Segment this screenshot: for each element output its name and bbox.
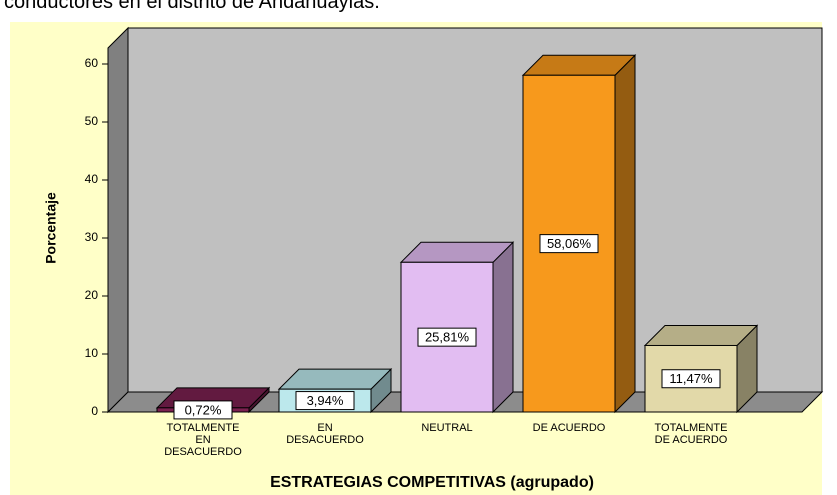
value-label-box <box>661 369 721 389</box>
bar-side <box>614 54 636 414</box>
x-tick-label: NEUTRAL <box>421 422 473 434</box>
bar-side <box>492 241 514 414</box>
value-label-box <box>417 327 477 347</box>
left-wall <box>107 26 129 414</box>
y-tick-label: 0 <box>91 404 98 418</box>
x-tick-label: DE ACUERDO <box>532 422 606 434</box>
value-label: 58,06% <box>547 236 592 251</box>
bar-top <box>643 324 759 346</box>
bar-top <box>521 54 637 76</box>
x-axis-label: ESTRATEGIAS COMPETITIVAS (agrupado) <box>270 474 594 491</box>
y-tick-label: 20 <box>85 288 99 302</box>
x-tick-label: TOTALMENTE EN DESACUERDO <box>164 422 242 458</box>
caption: conductores en el distrito de Andahuayla… <box>4 0 380 13</box>
y-tick-label: 50 <box>85 114 99 128</box>
value-label-box <box>173 400 233 420</box>
x-tick-label: EN DESACUERDO <box>286 422 364 446</box>
x-tick-label: TOTALMENTE DE ACUERDO <box>654 422 728 446</box>
bar-top <box>399 241 515 263</box>
bar <box>522 74 616 413</box>
value-label-box <box>295 391 355 411</box>
value-label: 25,81% <box>425 330 470 345</box>
y-tick-label: 30 <box>85 230 99 244</box>
value-label: 11,47% <box>669 371 713 386</box>
value-label-box <box>539 234 599 254</box>
bar-top <box>277 368 393 390</box>
value-label: 3,94% <box>307 393 344 408</box>
y-tick-label: 40 <box>85 172 99 186</box>
value-label: 0,72% <box>185 402 222 417</box>
y-tick-label: 10 <box>85 346 99 360</box>
y-axis-label: Porcentaje <box>43 192 59 264</box>
y-tick-label: 60 <box>85 56 99 70</box>
